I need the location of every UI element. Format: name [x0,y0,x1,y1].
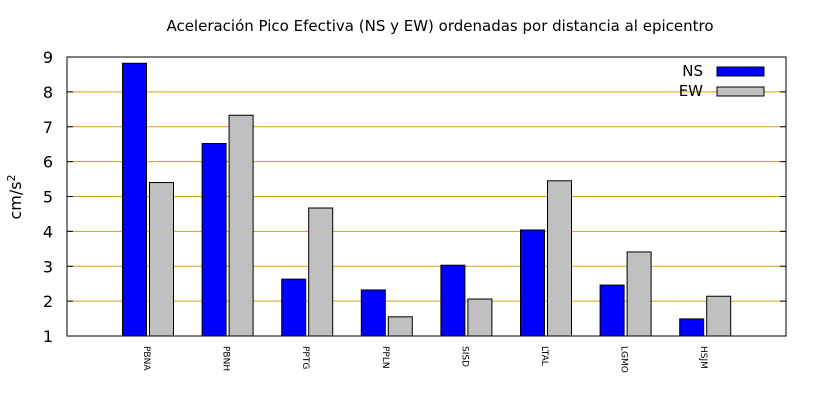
bar-ew-pbna [149,182,174,337]
chart-title: Aceleración Pico Efectiva (NS y EW) orde… [166,17,713,35]
legend-swatch-ew [716,86,765,97]
y-tick-label: 2 [43,292,53,311]
y-axis: 1 2 3 4 5 6 7 8 9 [43,48,786,346]
bar-ew-pptg [308,207,334,337]
bars [122,62,732,337]
x-tick-label: SISD [459,346,469,367]
y-tick-label: 8 [43,83,53,102]
x-tick-label: LGMO [619,346,629,373]
bar-ns-lgmo [599,284,625,337]
y-axis-label: cm/s2 [5,174,25,219]
y-tick-label: 6 [43,153,53,172]
x-tick-label: LTAL [539,346,549,366]
y-tick-label: 4 [43,222,53,241]
y-tick-label: 3 [43,257,53,276]
grid-lines [67,91,786,302]
bar-ns-sisd [440,264,466,337]
bar-ns-pptg [281,278,307,337]
bar-ew-hsjm [706,295,732,337]
bar-ew-ppln [387,316,413,337]
bar-ns-hsjm [679,318,705,337]
legend: NS EW [679,62,765,100]
legend-swatch-ns [716,66,765,77]
x-tick-label: HSJM [698,346,708,369]
x-tick-label: PPTG [300,346,310,369]
y-tick-label: 7 [43,118,53,137]
y-axis-label-text: cm/s [6,181,25,219]
bar-ns-pbna [122,62,147,337]
legend-label-ns: NS [682,62,703,80]
bar-ns-pbnh [201,142,227,337]
bar-ew-lgmo [626,251,652,337]
y-axis-label-superscript: 2 [5,174,18,181]
bar-ns-ppln [360,289,386,337]
x-axis: PBNA PBNH PPTG PPLN SISD LTAL LGMO HSJM [141,346,708,373]
bar-ew-pbnh [228,114,254,337]
y-tick-label: 9 [43,48,53,67]
y-tick-label: 1 [43,327,53,346]
bar-ew-ltal [547,180,572,337]
bar-ew-sisd [467,298,493,337]
bar-ns-ltal [520,229,545,337]
y-tick-label: 5 [43,188,53,207]
x-tick-label: PBNH [221,346,231,371]
x-tick-label: PPLN [380,346,390,369]
x-tick-label: PBNA [141,346,151,371]
legend-label-ew: EW [679,82,703,100]
